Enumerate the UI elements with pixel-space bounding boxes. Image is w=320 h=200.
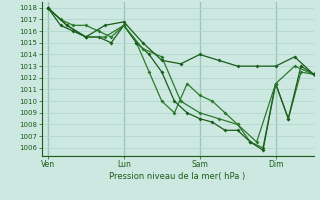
X-axis label: Pression niveau de la mer( hPa ): Pression niveau de la mer( hPa )	[109, 172, 246, 181]
